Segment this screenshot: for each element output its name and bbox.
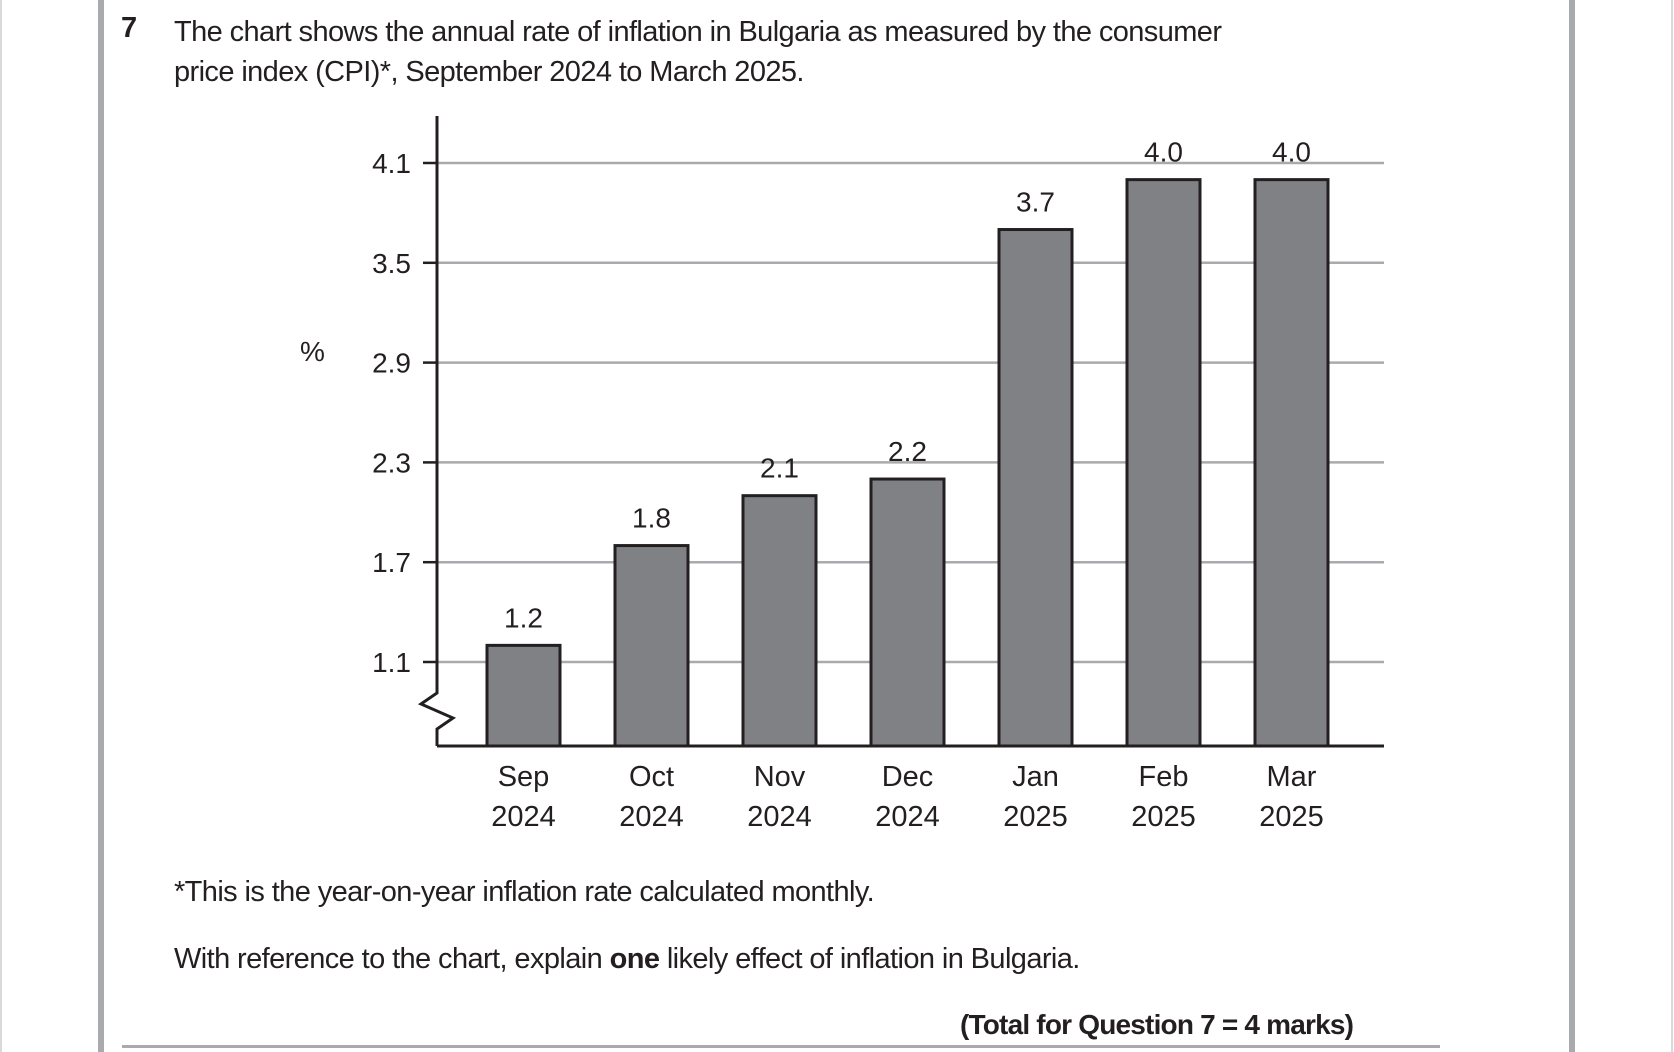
x-tick-label-month: Jan xyxy=(1012,761,1059,793)
y-tick-label: 2.3 xyxy=(372,447,411,478)
x-tick-label-month: Sep xyxy=(498,761,550,793)
x-tick-label-month: Dec xyxy=(882,761,934,793)
bars xyxy=(485,178,1330,748)
prompt-text-before: With reference to the chart, explain xyxy=(174,943,610,975)
x-tick-label-month: Nov xyxy=(754,761,806,793)
footnote: *This is the year-on-year inflation rate… xyxy=(174,876,875,908)
margin-border-right xyxy=(1569,0,1575,1052)
y-tick-label: 2.9 xyxy=(372,348,411,379)
data-label: 1.2 xyxy=(504,602,543,633)
bar-oct xyxy=(613,544,690,748)
x-tick-label-year: 2024 xyxy=(875,801,940,833)
bar-nov xyxy=(741,494,818,748)
y-axis-label: % xyxy=(300,336,325,367)
inflation-bar-chart: 1.1 1.7 2.3 2.9 3.5 4.1 1.2 Sep 2024 1.8 Oct 2024 2.… xyxy=(300,116,1384,833)
data-label: 4.0 xyxy=(1272,137,1311,168)
question-text-line-2: price index (CPI)*, September 2024 to Ma… xyxy=(174,56,804,88)
data-label: 3.7 xyxy=(1016,187,1055,218)
x-tick-label-year: 2024 xyxy=(747,801,812,833)
y-tick-label: 4.1 xyxy=(372,148,411,179)
data-label: 2.1 xyxy=(760,453,799,484)
question-number: 7 xyxy=(121,12,137,44)
page-edge-left xyxy=(0,0,2,1052)
y-tick-label: 1.1 xyxy=(372,647,411,678)
page-edge-right xyxy=(1671,0,1673,1052)
question-prompt: With reference to the chart, explain one… xyxy=(174,943,1080,976)
question-text: The chart shows the annual rate of infla… xyxy=(174,12,1474,92)
bar-sep xyxy=(485,643,562,748)
y-tick-label: 1.7 xyxy=(372,547,411,578)
x-tick-label-year: 2025 xyxy=(1131,801,1196,833)
data-label: 4.0 xyxy=(1144,137,1183,168)
x-tick-label-year: 2025 xyxy=(1259,801,1324,833)
bar-mar xyxy=(1253,178,1330,748)
y-axis-with-break xyxy=(417,116,457,746)
prompt-text-bold: one xyxy=(609,943,660,975)
bottom-rule xyxy=(122,1045,1440,1048)
data-label: 1.8 xyxy=(632,503,671,534)
y-tick-label: 3.5 xyxy=(372,248,411,279)
gridlines xyxy=(437,161,1384,664)
bar-dec xyxy=(869,477,946,748)
x-tick-label-month: Feb xyxy=(1139,761,1189,793)
bar-feb xyxy=(1125,178,1202,748)
margin-border-left xyxy=(98,0,104,1052)
x-tick-label-year: 2024 xyxy=(491,801,556,833)
data-label: 2.2 xyxy=(888,436,927,467)
bar-jan xyxy=(997,228,1074,748)
axes xyxy=(417,116,1384,748)
x-tick-label-year: 2025 xyxy=(1003,801,1068,833)
labels: 1.1 1.7 2.3 2.9 3.5 4.1 1.2 Sep 2024 1.8 Oct 2024 2.… xyxy=(372,137,1324,833)
x-tick-label-month: Oct xyxy=(629,761,674,793)
total-marks: (Total for Question 7 = 4 marks) xyxy=(960,1009,1354,1040)
x-tick-label-year: 2024 xyxy=(619,801,684,833)
x-tick-label-month: Mar xyxy=(1267,761,1317,793)
prompt-text-after: likely effect of inflation in Bulgaria. xyxy=(659,943,1081,975)
question-text-line-1: The chart shows the annual rate of infla… xyxy=(174,16,1222,48)
